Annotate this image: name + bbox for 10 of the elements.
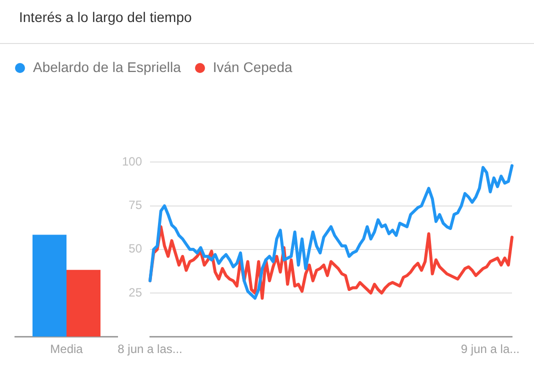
chart-title: Interés a lo largo del tiempo <box>19 9 192 25</box>
x-tick-label: Media <box>50 342 84 356</box>
y-tick-label: 75 <box>128 198 142 212</box>
legend-label: Iván Cepeda <box>212 59 292 75</box>
y-tick-label: 100 <box>122 154 142 169</box>
y-tick-label: 25 <box>128 285 142 300</box>
x-tick-label: 9 jun a la... <box>460 342 520 356</box>
legend-label: Abelardo de la Espriella <box>33 59 181 75</box>
y-tick-label: 50 <box>128 242 142 256</box>
x-tick-label: 8 jun a las... <box>118 342 182 356</box>
